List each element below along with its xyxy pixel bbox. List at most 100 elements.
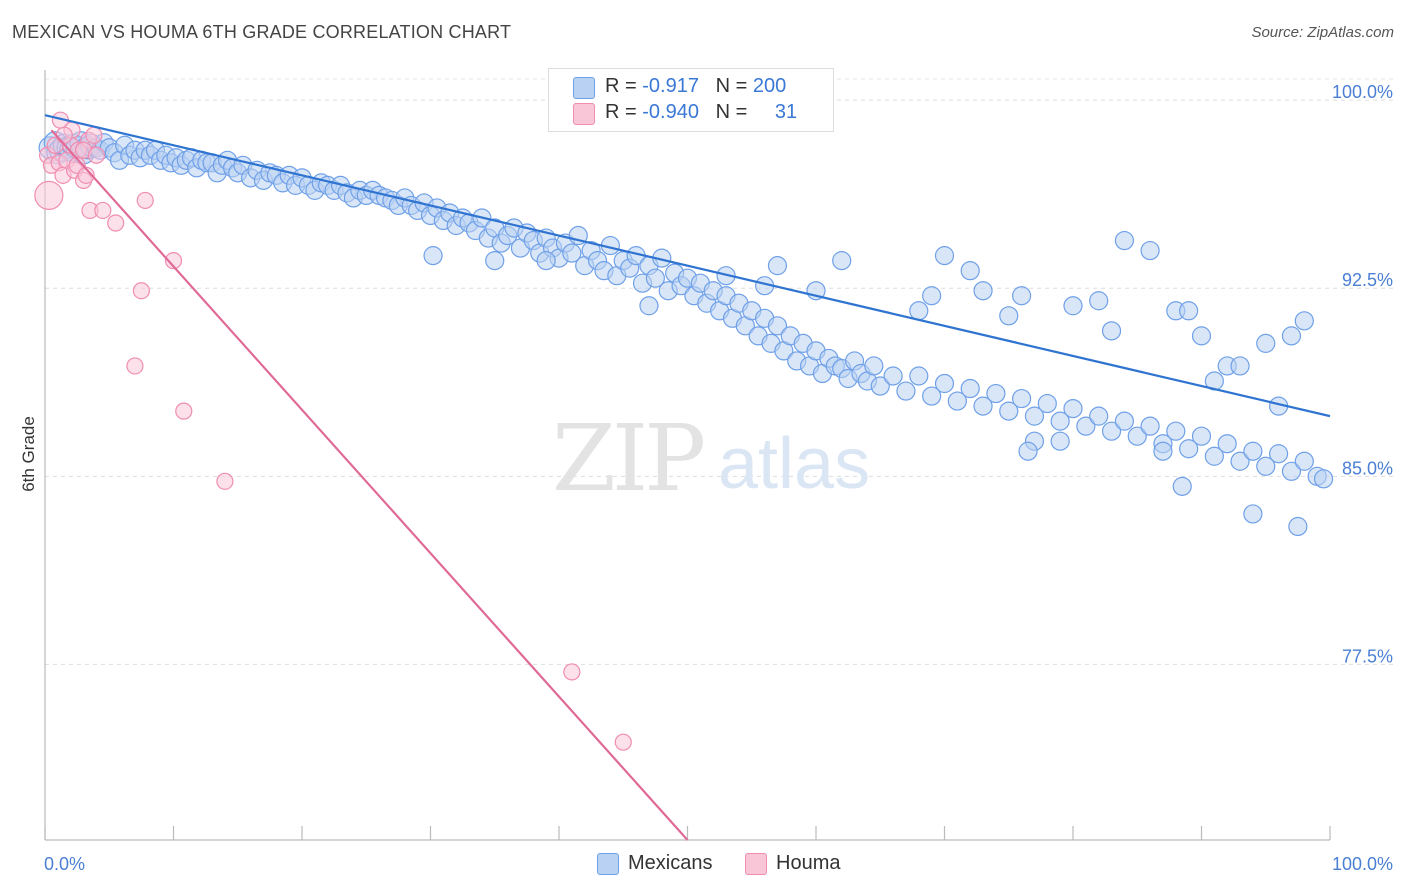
mexicans-point-156: [1063, 398, 1083, 419]
mexicans-point-158: [1089, 406, 1109, 426]
mexicans-point-174: [1294, 451, 1314, 471]
mexicans-point-176: [1313, 469, 1334, 489]
mexicans-n-value: 200: [752, 75, 787, 97]
mexicans-r-value: -0.917: [642, 75, 699, 97]
mexicans-point-190: [973, 281, 993, 301]
houma-n-label: N =: [715, 101, 753, 123]
houma-point-11: [85, 126, 103, 144]
mexicans-point-173: [1281, 461, 1302, 481]
houma-point-23: [175, 402, 193, 420]
mexicans-point-159: [1101, 421, 1122, 441]
houma-legend-label: Houma: [776, 852, 841, 874]
mexicans-point-210: [1172, 476, 1192, 496]
houma-point-18: [107, 214, 125, 232]
stats-legend: R = -0.917 N = 200 R = -0.940 N = 31: [548, 68, 834, 132]
mexicans-point-206: [1294, 311, 1314, 331]
source-label: Source: ZipAtlas.com: [1251, 24, 1394, 41]
y-tick-label-3: 77.5%: [1342, 646, 1393, 666]
mexicans-point-170: [1243, 441, 1263, 461]
mexicans-point-165: [1179, 439, 1199, 459]
mexicans-point-186: [909, 301, 929, 321]
trend-lines: [44, 114, 1331, 841]
mexicans-point-197: [1140, 240, 1160, 261]
houma-r-label: R =: [605, 101, 643, 123]
y-tick-label-0: 100.0%: [1332, 82, 1393, 102]
mexicans-point-214: [1018, 441, 1038, 461]
mexicans-point-171: [1256, 456, 1276, 476]
mexicans-point-172: [1268, 444, 1289, 464]
mexicans-point-146: [934, 373, 955, 394]
chart-title: MEXICAN VS HOUMA 6TH GRADE CORRELATION C…: [12, 22, 512, 42]
mexicans-n-label: N =: [715, 75, 753, 97]
mexicans-point-164: [1166, 421, 1186, 441]
x-tick-label-0: 0.0%: [44, 854, 85, 874]
mexicans-point-155: [1050, 411, 1070, 431]
mexicans-point-192: [1011, 286, 1032, 306]
mexicans-point-191: [999, 306, 1019, 326]
mexicans-point-188: [934, 246, 955, 266]
mexicans-point-200: [1191, 326, 1212, 346]
houma-point-19: [136, 191, 154, 210]
mexicans-point-204: [1256, 333, 1276, 353]
x-tick-label-1: 100.0%: [1332, 854, 1393, 874]
houma-trend-line: [50, 129, 689, 841]
mexicans-swatch: [573, 77, 595, 99]
mexicans-point-149: [973, 396, 993, 416]
houma-swatch: [573, 103, 595, 125]
mexicans-point-205: [1281, 326, 1302, 346]
houma-points: [34, 111, 632, 751]
mexicans-point-161: [1127, 426, 1147, 446]
mexicans-point-154: [1037, 393, 1057, 414]
houma-point-22: [126, 357, 144, 375]
houma-point-25: [563, 663, 581, 681]
mexicans-point-145: [922, 386, 942, 406]
watermark-zip: ZIP: [552, 405, 703, 512]
houma-n-value: 31: [774, 101, 798, 123]
houma-point-15: [34, 180, 64, 211]
legend-row-houma: R = -0.940 N = 31: [573, 101, 797, 125]
mexicans-point-194: [1089, 291, 1109, 311]
mexicans-point-148: [960, 378, 980, 399]
mexicans-point-150: [986, 383, 1006, 404]
mexicans-point-193: [1063, 296, 1083, 316]
mexicans-point-183: [767, 256, 788, 276]
mexicans-point-196: [1114, 230, 1135, 251]
houma-point-21: [132, 282, 150, 300]
houma-point-17: [94, 201, 112, 220]
y-axis-label: 6th Grade: [19, 416, 38, 492]
mexicans-point-209: [1288, 516, 1308, 537]
mexicans-trend-line: [44, 114, 1331, 418]
watermark-atlas: atlas: [718, 424, 870, 504]
mexicans-point-147: [947, 391, 967, 411]
mexicans-r-label: R =: [605, 75, 643, 97]
mexicans-point-141: [870, 376, 890, 396]
mexicans-point-125: [767, 316, 788, 336]
watermark: ZIP atlas: [552, 405, 870, 512]
legend-row-mexicans: R = -0.917 N = 200: [573, 75, 786, 99]
mexicans-point-167: [1204, 446, 1224, 466]
mexicans-point-177: [423, 246, 443, 266]
houma-legend-swatch: [745, 853, 767, 875]
mexicans-point-153: [1024, 406, 1045, 426]
mexicans-point-151: [999, 401, 1019, 421]
mexicans-point-212: [1050, 431, 1070, 451]
mexicans-point-160: [1114, 411, 1135, 431]
mexicans-point-178: [485, 251, 505, 271]
houma-point-20: [164, 252, 183, 270]
mexicans-point-169: [1230, 451, 1250, 471]
mexicans-point-162: [1140, 416, 1160, 436]
mexicans-point-185: [832, 251, 852, 271]
mexicans-point-179: [536, 251, 556, 271]
mexicans-point-208: [1243, 504, 1263, 524]
mexicans-point-168: [1217, 434, 1237, 454]
mexicans-point-199: [1179, 301, 1199, 321]
mexicans-legend-label: Mexicans: [628, 852, 713, 874]
mexicans-point-144: [909, 366, 929, 386]
mexicans-point-180: [639, 296, 659, 316]
mexicans-point-157: [1076, 416, 1096, 436]
mexicans-point-152: [1011, 388, 1032, 409]
mexicans-point-203: [1230, 356, 1250, 376]
mexicans-point-189: [960, 261, 980, 281]
houma-point-29: [55, 126, 73, 144]
